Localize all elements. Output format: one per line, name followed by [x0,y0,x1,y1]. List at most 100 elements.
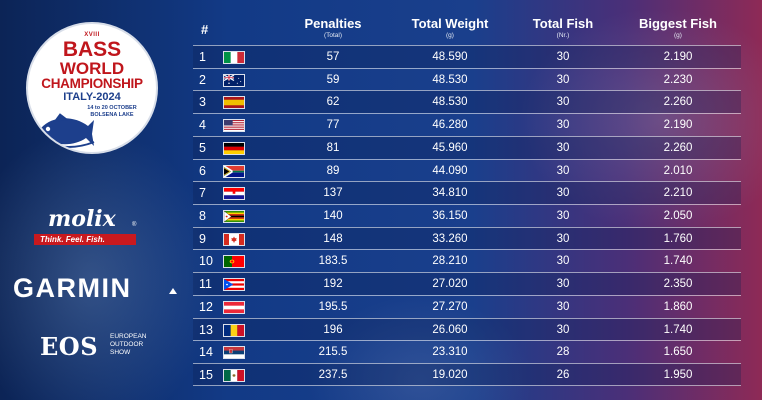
total-weight-cell: 44.090 [432,164,468,177]
event-dates-venue: 14 to 20 OCTOBER BOLSENA LAKE [82,105,142,118]
total-fish-cell: 30 [556,232,570,245]
total-fish-cell: 30 [556,164,570,177]
mexico-flag-icon [223,369,245,383]
molix-registered-mark: ® [132,222,137,228]
penalties-cell: 59 [326,73,340,86]
penalties-cell: 140 [323,210,343,223]
penalties-cell: 89 [326,164,340,177]
eos-subtitle-line-3: SHOW [110,349,131,356]
biggest-fish-cell: 2.190 [663,119,693,132]
header-penalties-label: Penalties [304,16,362,31]
table-row: 8 140 36.150 30 2.050 [193,204,741,227]
penalties-cell: 81 [326,141,340,154]
rank-cell: 2 [199,72,206,87]
table-row: 13 196 26.060 30 1.740 [193,317,741,341]
penalties-cell: 195.5 [318,300,348,313]
eos-subtitle: EUROPEAN OUTDOOR SHOW [110,333,180,357]
header-rank: # [201,22,209,37]
rank-cell: 9 [199,231,206,246]
bass-fish-icon [37,113,95,148]
molix-tagline: Think. Feel. Fish. [34,234,136,245]
table-header: # Penalties (Total) Total Weight (g) Tot… [193,0,741,45]
header-total-weight-unit: (g) [446,32,454,39]
title-line-4: ITALY-2024 [63,91,121,103]
header-penalties-unit: (Total) [323,32,343,39]
championship-logo: XVIII BASS WORLD CHAMPIONSHIP ITALY-2024… [26,22,158,154]
biggest-fish-cell: 1.950 [663,369,693,382]
title-line-1: BASS [62,38,122,61]
table-row: 12 195.5 27.270 30 1.860 [193,294,741,318]
puerto-rico-flag-icon [223,278,245,292]
canada-flag-icon [223,232,245,246]
title-line-2: WORLD [59,59,125,78]
total-fish-cell: 28 [556,346,570,359]
zimbabwe-flag-icon [223,210,245,224]
south-africa-flag-icon [223,164,245,178]
edition-label: XVIII [84,32,100,38]
total-weight-cell: 48.530 [432,73,468,86]
eos-wordmark: EOS [40,332,99,361]
rank-cell: 12 [199,299,213,314]
biggest-fish-cell: 2.350 [663,278,693,291]
table-row: 2 59 48.530 30 2.230 [193,67,741,91]
rank-cell: 13 [199,322,213,337]
total-fish-cell: 30 [556,119,570,132]
serbia-flag-icon [223,346,245,360]
rank-cell: 8 [199,209,206,224]
rank-cell: 5 [199,140,206,155]
table-row: 1 57 48.590 30 2.190 [193,45,741,68]
croatia-flag-icon [223,187,245,201]
table-row: 7 137 34.810 30 2.210 [193,181,741,205]
total-weight-cell: 48.530 [432,96,468,109]
header-biggest-fish-label: Biggest Fish [638,16,717,31]
header-total-fish-label: Total Fish [532,16,594,31]
table-row: 3 62 48.530 30 2.260 [193,90,741,114]
header-total-fish: Total Fish (Nr.) [523,17,603,40]
table-row: 5 81 45.960 30 2.260 [193,135,741,159]
header-penalties: Penalties (Total) [293,17,373,40]
biggest-fish-cell: 1.860 [663,300,693,313]
total-weight-cell: 23.310 [432,346,468,359]
penalties-cell: 137 [323,187,343,200]
germany-flag-icon [223,141,245,155]
biggest-fish-cell: 1.650 [663,346,693,359]
header-total-weight-label: Total Weight [411,16,489,31]
molix-wordmark: molix [48,206,116,232]
penalties-cell: 192 [323,278,343,291]
eos-logo: EOS EUROPEAN OUTDOOR SHOW [40,333,170,363]
penalties-cell: 215.5 [318,346,348,359]
penalties-cell: 148 [323,232,343,245]
rank-cell: 15 [199,368,213,383]
eos-subtitle-line-1: EUROPEAN [110,333,147,340]
total-weight-cell: 27.270 [432,300,468,313]
table-row: 14 215.5 23.310 28 1.650 [193,340,741,363]
total-weight-cell: 33.260 [432,232,468,245]
total-weight-cell: 28.210 [432,255,468,268]
penalties-cell: 196 [323,323,343,336]
total-weight-cell: 46.280 [432,119,468,132]
table-row: 11 192 27.020 30 2.350 [193,272,741,295]
table-row: 9 148 33.260 30 1.760 [193,226,741,250]
spain-flag-icon [223,96,245,110]
rank-cell: 6 [199,163,206,178]
total-weight-cell: 27.020 [432,278,468,291]
total-weight-cell: 19.020 [432,369,468,382]
event-dates: 14 to 20 OCTOBER [87,105,137,111]
total-fish-cell: 30 [556,278,570,291]
rank-cell: 7 [199,186,206,201]
total-fish-cell: 30 [556,210,570,223]
total-fish-cell: 30 [556,255,570,268]
biggest-fish-cell: 2.260 [663,96,693,109]
biggest-fish-cell: 1.760 [663,232,693,245]
header-total-fish-unit: (Nr.) [556,32,570,39]
penalties-cell: 237.5 [318,369,348,382]
total-weight-cell: 34.810 [432,187,468,200]
total-weight-cell: 36.150 [432,210,468,223]
results-table: # Penalties (Total) Total Weight (g) Tot… [193,0,741,386]
biggest-fish-cell: 2.010 [663,164,693,177]
table-row: 15 237.5 19.020 26 1.950 [193,363,741,386]
total-weight-cell: 45.960 [432,141,468,154]
garmin-triangle-icon [169,288,177,294]
penalties-cell: 57 [326,51,340,63]
total-weight-cell: 26.060 [432,323,468,336]
